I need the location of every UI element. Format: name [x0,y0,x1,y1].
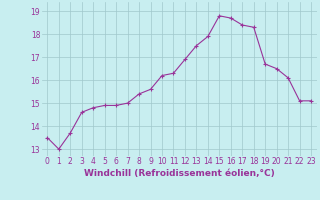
X-axis label: Windchill (Refroidissement éolien,°C): Windchill (Refroidissement éolien,°C) [84,169,275,178]
